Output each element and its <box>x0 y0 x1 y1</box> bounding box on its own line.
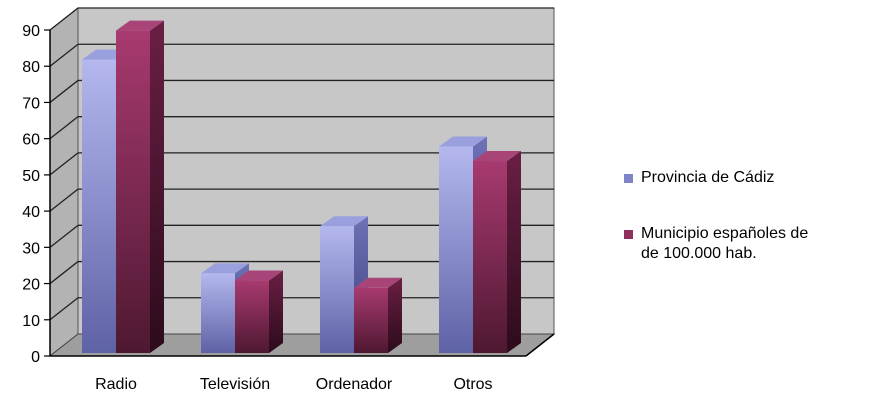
bar-top-s1-Ordenador <box>354 277 402 288</box>
bar-s0-Otros <box>439 146 473 353</box>
legend-label-series-1: Municipio españoles de de 100.000 hab. <box>641 225 809 262</box>
legend-swatch-series-1 <box>624 230 633 239</box>
gridline-depth <box>49 152 79 176</box>
bar-top-s0-Otros <box>439 136 487 147</box>
gridline-depth <box>49 116 79 140</box>
bar-top-s0-Ordenador <box>320 216 368 227</box>
bar-top-s1-Otros <box>473 151 521 162</box>
gridline-depth <box>49 188 79 212</box>
bar-side-s1-Ordenador <box>388 277 402 353</box>
x-tick-label-3: Otros <box>453 376 492 393</box>
bar-s1-Ordenador <box>354 287 388 353</box>
y-tick-label: 0 <box>31 349 40 366</box>
bars <box>82 20 521 353</box>
bar-s1-Radio <box>116 30 150 353</box>
gridline-depth <box>49 224 79 248</box>
y-tick-label: 30 <box>22 240 40 257</box>
x-tick-label-1: Televisión <box>200 376 270 393</box>
y-tick-label: 60 <box>22 132 40 149</box>
legend: Provincia de Cádiz Municipio españoles d… <box>624 168 869 300</box>
bar-top-s0-Televisión <box>201 263 249 274</box>
bar-top-s1-Radio <box>116 20 164 31</box>
x-tick-label-0: Radio <box>95 376 137 393</box>
x-axis-depth <box>525 333 555 357</box>
gridline-depth <box>49 297 79 321</box>
bar-s1-Otros <box>473 161 507 353</box>
bar-s1-Televisión <box>235 280 269 353</box>
y-tick-label: 40 <box>22 204 40 221</box>
bar-s0-Ordenador <box>320 226 354 353</box>
bar-s0-Televisión <box>201 273 235 353</box>
side-wall <box>49 6 79 358</box>
y-axis: 0 10 20 30 40 50 60 70 80 90 <box>22 23 555 366</box>
bar-top-s1-Televisión <box>235 270 283 281</box>
y-tick-label: 90 <box>22 23 40 40</box>
gridline-depth <box>49 79 79 103</box>
y-tick-label: 10 <box>22 313 40 330</box>
gridline-depth <box>49 43 79 67</box>
bar-side-s1-Televisión <box>269 270 283 353</box>
x-axis: Radio Televisión Ordenador Otros <box>95 376 492 393</box>
bar-side-s1-Otros <box>507 151 521 353</box>
legend-swatch-series-0 <box>624 174 633 183</box>
bar-side-s1-Radio <box>150 20 164 353</box>
bar-s0-Radio <box>82 59 116 353</box>
gridline-depth <box>49 261 79 285</box>
y-tick-label: 50 <box>22 168 40 185</box>
y-tick-label: 20 <box>22 277 40 294</box>
legend-label-series-0: Provincia de Cádiz <box>641 169 775 186</box>
legend-item-series-1: Municipio españoles de de 100.000 hab. <box>624 224 869 264</box>
x-tick-label-2: Ordenador <box>316 376 393 393</box>
gridline-depth <box>49 7 79 31</box>
y-tick-label: 80 <box>22 59 40 76</box>
legend-item-series-0: Provincia de Cádiz <box>624 168 869 188</box>
y-tick-label: 70 <box>22 95 40 112</box>
